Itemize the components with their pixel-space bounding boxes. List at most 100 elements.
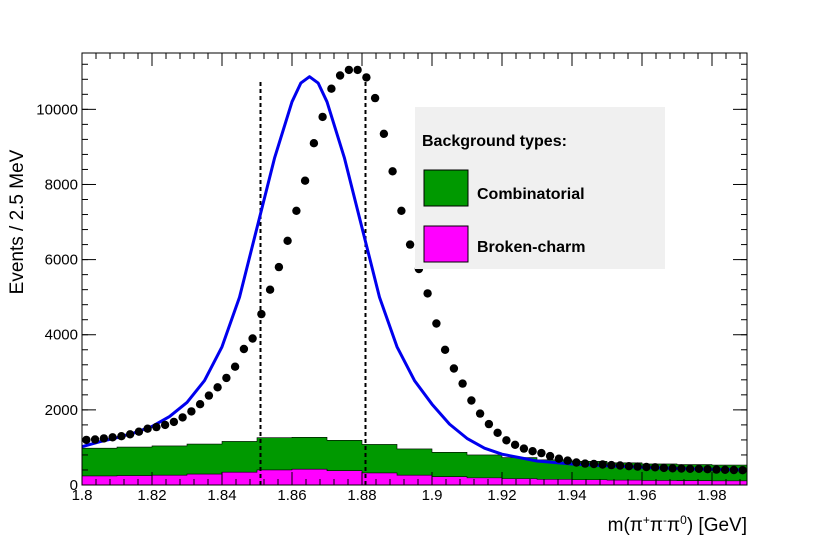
data-point (283, 236, 292, 245)
data-point (169, 417, 179, 427)
data-point (624, 462, 634, 471)
data-point (423, 289, 432, 298)
data-point (493, 428, 502, 437)
data-point (309, 139, 319, 148)
x-tick-label: 1.98 (697, 487, 726, 504)
y-tick-label: 4000 (45, 327, 78, 344)
data-point (615, 461, 625, 470)
data-point (589, 459, 599, 469)
data-point (694, 464, 704, 473)
data-point (335, 71, 345, 80)
data-point (318, 112, 327, 122)
data-point (160, 420, 170, 430)
legend-label-combinatorial: Combinatorial (477, 186, 585, 203)
data-point (362, 73, 371, 82)
fit-layer (81, 75, 748, 472)
data-point (292, 206, 301, 215)
data-point (668, 464, 677, 473)
x-axis-title: m(π+π-π0) [GeV] (608, 513, 747, 536)
x-tick-label: 1.9 (422, 487, 443, 504)
data-point (397, 206, 406, 215)
data-point (537, 448, 546, 458)
data-point (108, 433, 117, 442)
data-point (90, 435, 100, 444)
axis-ticks-layer (81, 53, 747, 486)
data-point (685, 464, 695, 473)
y-tick-label: 6000 (45, 252, 78, 269)
data-point (405, 240, 415, 249)
x-tick-label: 1.92 (487, 487, 516, 504)
data-point (554, 454, 564, 463)
data-point (502, 436, 511, 445)
x-tick-label: 1.88 (347, 487, 376, 504)
data-point (607, 460, 616, 470)
data-point (467, 396, 476, 405)
data-point (327, 84, 336, 93)
data-point (712, 465, 721, 474)
data-point (178, 413, 187, 422)
data-point (572, 458, 581, 467)
data-point (475, 409, 485, 418)
data-point (300, 176, 310, 185)
tick-labels-layer: 1.8 1.82 1.84 1.86 1.88 1.9 1.92 1.94 1.96 1.98 0 2… (36, 101, 726, 504)
y-tick-label: 2000 (45, 402, 78, 419)
data-point (440, 345, 450, 354)
data-point (528, 447, 537, 456)
data-point (729, 465, 739, 475)
data-point (117, 432, 126, 441)
data-point (353, 65, 362, 75)
data-point (580, 459, 590, 468)
data-point (720, 465, 730, 474)
legend-swatch-broken-charm (423, 225, 469, 263)
data-point (187, 407, 196, 416)
data-point (677, 464, 686, 473)
x-tick-label: 1.82 (137, 487, 166, 504)
data-point (510, 440, 520, 449)
data-points-layer (82, 65, 747, 475)
data-point (379, 129, 389, 138)
data-point (248, 334, 257, 343)
legend-label-broken-charm: Broken-charm (477, 239, 585, 256)
data-point (650, 463, 660, 472)
legend-title: Background types: (422, 133, 567, 150)
legend-swatch-combinatorial (423, 169, 469, 207)
data-point (152, 422, 161, 432)
fit-curve (81, 75, 748, 472)
x-tick-label: 1.84 (207, 487, 236, 504)
data-point (432, 319, 441, 328)
y-tick-label: 8000 (45, 176, 78, 193)
data-point (230, 362, 240, 371)
signal-window-layer (259, 79, 367, 485)
data-point (274, 262, 284, 272)
data-point (125, 430, 135, 439)
plot-frame (81, 52, 748, 486)
x-tick-label: 1.86 (277, 487, 306, 504)
data-point (642, 462, 651, 472)
data-point (213, 383, 222, 392)
legend: Background types: Combinatorial Broken-c… (415, 107, 665, 269)
y-axis-title: Events / 2.5 MeV (7, 149, 28, 294)
data-point (598, 460, 607, 469)
data-point (134, 427, 144, 436)
data-point (99, 434, 109, 443)
data-point (519, 444, 529, 453)
x-tick-label: 1.96 (627, 487, 656, 504)
data-point (563, 456, 572, 465)
data-point (388, 167, 397, 176)
data-point (484, 419, 494, 429)
data-point (633, 462, 642, 471)
data-point (458, 379, 467, 388)
data-point (344, 65, 354, 75)
data-point (239, 344, 249, 354)
data-point (703, 465, 712, 474)
x-tick-label: 1.94 (557, 487, 586, 504)
y-tick-label: 0 (70, 477, 78, 494)
x-tick-label: 1.8 (72, 487, 93, 504)
data-point (257, 309, 266, 319)
data-point (659, 463, 669, 473)
data-point (265, 285, 275, 294)
data-point (143, 424, 152, 433)
data-point (545, 451, 555, 461)
data-point (222, 373, 231, 383)
